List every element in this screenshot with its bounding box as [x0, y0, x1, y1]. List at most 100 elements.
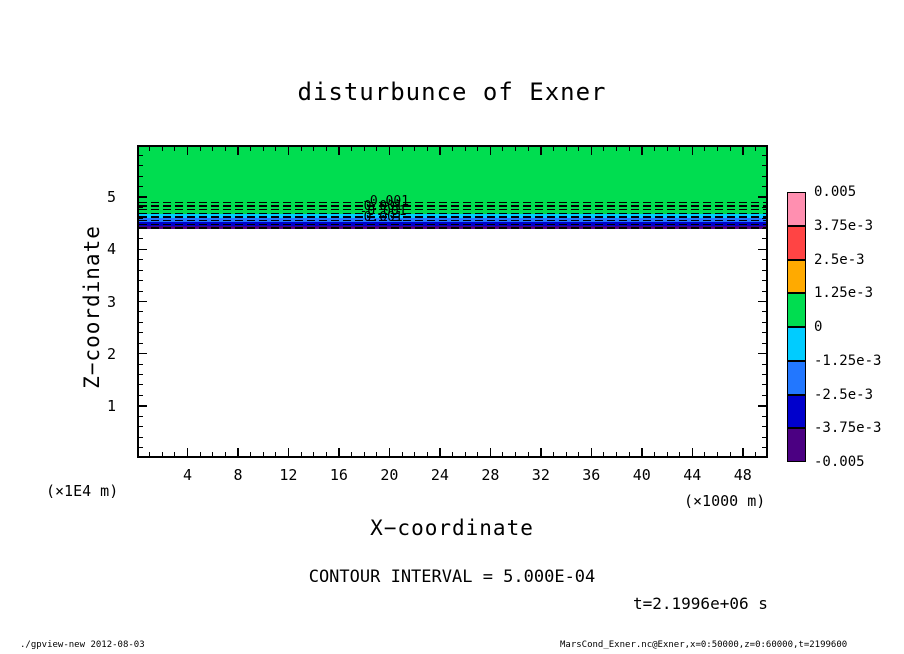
y-minor-tick [139, 415, 143, 417]
x-tick-top [590, 147, 593, 155]
y-tick [139, 352, 147, 355]
y-minor-tick-right [762, 426, 766, 428]
colorbar-cell [787, 428, 806, 462]
y-minor-tick [139, 290, 143, 292]
colorbar-cell [787, 394, 806, 429]
x-minor-tick-top [578, 147, 580, 151]
x-minor-tick-top [212, 147, 214, 151]
y-minor-tick-right [762, 227, 766, 229]
y-tick-label: 2 [106, 344, 116, 363]
y-minor-tick [139, 363, 143, 365]
x-tick [489, 448, 492, 456]
x-minor-tick-top [325, 147, 327, 151]
x-minor-tick-top [149, 147, 151, 151]
y-minor-tick-right [762, 238, 766, 240]
x-minor-tick-top [161, 147, 163, 151]
x-minor-tick [565, 452, 567, 456]
x-minor-tick [603, 452, 605, 456]
x-minor-tick [376, 452, 378, 456]
contour-line [139, 208, 766, 211]
y-tick-right [758, 405, 766, 407]
y-minor-tick [139, 175, 143, 177]
x-tick-top [186, 147, 189, 155]
y-minor-tick [139, 374, 143, 376]
x-minor-tick-top [729, 147, 731, 151]
x-minor-tick [452, 452, 453, 456]
x-minor-tick [464, 452, 466, 456]
x-minor-tick [414, 452, 416, 456]
x-minor-tick-top [552, 147, 554, 151]
y-minor-tick-right [762, 332, 766, 334]
y-minor-tick [139, 165, 143, 167]
y-minor-tick-right [762, 175, 766, 177]
x-minor-tick [477, 452, 479, 456]
x-minor-tick [224, 452, 226, 456]
x-minor-tick-top [502, 147, 504, 151]
x-minor-tick-top [224, 147, 226, 151]
y-minor-tick-right [762, 269, 766, 271]
plot-area: -0.001 -0.001 -0.001 -0.001 [137, 145, 768, 458]
y-minor-tick-right [762, 436, 766, 438]
contour-label: -0.001 [359, 204, 407, 220]
x-minor-tick [717, 452, 719, 456]
x-tick [388, 448, 391, 456]
y-minor-tick-right [762, 384, 766, 386]
contour-line [139, 219, 766, 222]
y-minor-tick [139, 238, 143, 240]
x-minor-tick [527, 452, 529, 456]
y-minor-tick-right [762, 415, 766, 417]
x-minor-tick [351, 452, 353, 456]
y-minor-tick-right [762, 259, 766, 261]
colorbar-label: -2.5e-3 [814, 386, 874, 403]
x-minor-tick-top [300, 147, 302, 151]
x-minor-tick [552, 452, 554, 456]
contour-label: -0.001 [362, 193, 410, 209]
x-minor-tick [174, 452, 176, 456]
plot-title: disturbunce of Exner [297, 78, 607, 106]
x-minor-tick [653, 452, 655, 456]
x-tick-label: 8 [233, 466, 243, 484]
x-tick [186, 448, 189, 456]
x-tick-top [388, 147, 391, 155]
y-tick [139, 196, 147, 198]
x-minor-tick [666, 452, 668, 456]
x-minor-tick-top [679, 147, 681, 151]
footer-command-text: ./gpview-new 2012-08-03 [20, 640, 145, 650]
tone-band [139, 147, 766, 214]
x-minor-tick-top [515, 147, 517, 151]
x-minor-tick [616, 452, 618, 456]
x-tick-top [237, 147, 239, 155]
x-minor-tick [262, 452, 264, 456]
x-minor-tick-top [414, 147, 416, 151]
y-minor-tick [139, 217, 143, 219]
x-minor-tick-top [351, 147, 353, 151]
colorbar-cell [787, 327, 806, 361]
contour-line [139, 227, 766, 229]
x-minor-tick-top [464, 147, 466, 151]
footer-file-info: MarsCond_Exner.nc@Exner,x=0:50000,z=0:60… [560, 640, 848, 650]
x-tick [641, 448, 643, 456]
x-tick [237, 448, 239, 456]
x-tick-label: 4 [182, 466, 192, 484]
x-axis-label: X−coordinate [370, 516, 534, 540]
x-minor-tick [199, 452, 201, 456]
y-minor-tick [139, 321, 143, 323]
x-tick-top [691, 147, 694, 155]
x-minor-tick [515, 452, 517, 456]
x-minor-tick-top [262, 147, 264, 151]
y-minor-tick-right [762, 217, 766, 219]
x-minor-tick-top [717, 147, 719, 151]
x-tick [540, 448, 542, 456]
y-minor-tick [139, 259, 143, 261]
colorbar-label: 3.75e-3 [814, 217, 874, 234]
x-tick-label: 44 [683, 466, 702, 484]
x-minor-tick-top [666, 147, 668, 151]
y-minor-tick-right [762, 311, 766, 313]
x-minor-tick-top [363, 147, 365, 151]
colorbar-label: 2.5e-3 [814, 251, 865, 268]
y-tick [139, 405, 147, 407]
contour-line [139, 201, 766, 204]
x-tick-label: 16 [329, 466, 348, 484]
colorbar-cell [787, 293, 806, 327]
